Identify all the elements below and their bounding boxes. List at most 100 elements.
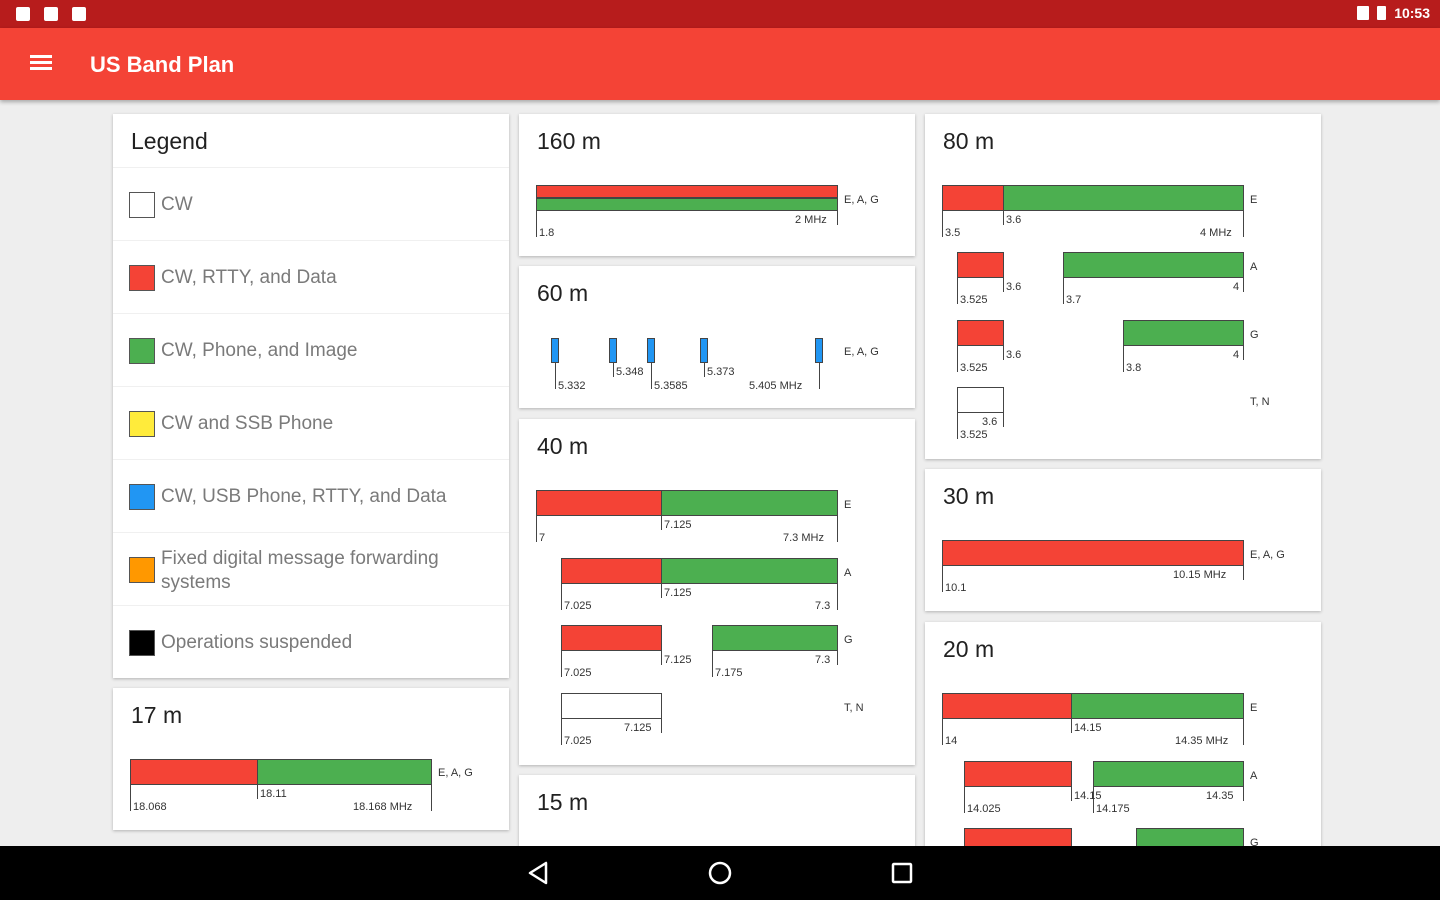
channel-block xyxy=(700,338,708,363)
freq-label: 14.15 xyxy=(1074,722,1102,734)
segment-data xyxy=(942,693,1072,719)
freq-label: 5.332 xyxy=(558,380,586,392)
license-class-label: T, N xyxy=(1250,396,1270,408)
band-card-17m[interactable]: 17 m 18.068 18.11 18.168 MHz E, A, G xyxy=(113,688,509,830)
legend-card: Legend CW CW, RTTY, and Data CW, Phone, … xyxy=(113,114,509,678)
band-title: 40 m xyxy=(537,433,589,459)
band-title: 160 m xyxy=(537,128,601,154)
band-title: 60 m xyxy=(537,280,589,306)
freq-label: 10.1 xyxy=(945,582,967,594)
legend-item: CW and SSB Phone xyxy=(113,386,509,459)
freq-label: 5.405 MHz xyxy=(749,380,803,392)
legend-item: Operations suspended xyxy=(113,605,509,678)
navigation-bar xyxy=(0,846,1440,900)
license-class-label: E, A, G xyxy=(438,767,473,779)
recents-icon[interactable] xyxy=(887,858,917,888)
download-icon xyxy=(72,7,86,21)
freq-label: 3.6 xyxy=(1006,281,1022,293)
freq-label: 18.068 xyxy=(133,801,167,813)
legend-label: CW, USB Phone, RTTY, and Data xyxy=(161,486,447,507)
segment-data xyxy=(536,185,838,198)
freq-label: 7.3 xyxy=(815,600,831,612)
segment-phone xyxy=(661,490,838,516)
segment-phone xyxy=(257,759,432,785)
home-icon[interactable] xyxy=(705,858,735,888)
band-title: 20 m xyxy=(943,636,995,662)
legend-swatch-orange xyxy=(129,557,155,583)
freq-label: 3.6 xyxy=(982,416,998,428)
license-class-label: E xyxy=(844,499,852,511)
freq-label: 1.8 xyxy=(539,227,555,239)
license-class-label: A xyxy=(844,567,852,579)
license-class-label: G xyxy=(1250,329,1259,341)
freq-label: 14.175 xyxy=(1096,803,1130,815)
freq-label: 18.168 MHz xyxy=(353,801,413,813)
band-card-15m[interactable]: 15 m xyxy=(519,775,915,855)
segment-data xyxy=(561,558,662,584)
freq-label: 7.125 xyxy=(664,654,692,666)
freq-label: 3.525 xyxy=(960,429,988,441)
freq-label: 7.3 MHz xyxy=(783,532,824,544)
segment-phone xyxy=(1063,252,1244,278)
license-class-label: A xyxy=(1250,261,1258,273)
band-card-80m[interactable]: 80 m 3.5 3.6 4 MHz E 3.525 3.6 3.7 4 A 3… xyxy=(925,114,1321,459)
license-class-label: G xyxy=(844,634,853,646)
legend-label: CW xyxy=(161,194,193,215)
band-card-40m[interactable]: 40 m 7 7.125 7.3 MHz E 7.025 7.125 7.3 A… xyxy=(519,419,915,765)
freq-label: 5.373 xyxy=(707,366,735,378)
segment-data xyxy=(561,625,662,651)
band-card-20m[interactable]: 20 m 14 14.15 14.35 MHz E 14.025 14.15 1… xyxy=(925,622,1321,862)
freq-label: 4 xyxy=(1233,349,1240,361)
band-title: 15 m xyxy=(537,789,589,815)
segment-data xyxy=(130,759,258,785)
legend-label: Operations suspended xyxy=(161,632,353,653)
back-icon[interactable] xyxy=(524,858,554,888)
freq-label: 14.025 xyxy=(967,803,1001,815)
segment-data xyxy=(942,185,1004,211)
license-class-label: E xyxy=(1250,194,1258,206)
legend-swatch-red xyxy=(129,265,155,291)
band-card-160m[interactable]: 160 m 1.8 2 MHz E, A, G xyxy=(519,114,915,256)
freq-label: 3.8 xyxy=(1126,362,1142,374)
band-title: 80 m xyxy=(943,128,995,154)
segment-phone xyxy=(1123,320,1244,346)
license-class-label: E, A, G xyxy=(844,194,879,206)
band-card-60m[interactable]: 60 m 5.332 5.348 5.3585 5.373 5.405 MHz … xyxy=(519,266,915,408)
freq-label: 7.025 xyxy=(564,735,592,747)
segment-data xyxy=(942,540,1244,566)
legend-swatch-blue xyxy=(129,484,155,510)
band-title: 17 m xyxy=(131,702,183,728)
menu-icon[interactable] xyxy=(30,52,52,76)
status-time: 10:53 xyxy=(1394,5,1430,21)
freq-label: 4 xyxy=(1233,281,1240,293)
freq-label: 7.125 xyxy=(664,519,692,531)
license-class-label: G xyxy=(1250,837,1259,849)
legend-label: CW, Phone, and Image xyxy=(161,340,358,361)
segment-phone xyxy=(1071,693,1244,719)
license-class-label: E, A, G xyxy=(844,346,879,358)
license-class-label: A xyxy=(1250,770,1258,782)
legend-title: Legend xyxy=(131,128,208,154)
legend-item: CW, Phone, and Image xyxy=(113,313,509,386)
freq-label: 3.525 xyxy=(960,294,988,306)
legend-label: CW and SSB Phone xyxy=(161,413,334,434)
battery-icon xyxy=(1377,6,1387,20)
segment-cw xyxy=(957,387,1004,413)
freq-label: 7.3 xyxy=(815,654,831,666)
legend-label: CW, RTTY, and Data xyxy=(161,267,337,288)
license-class-label: E xyxy=(1250,702,1258,714)
segment-phone xyxy=(661,558,838,584)
segment-phone xyxy=(712,625,838,651)
freq-label: 7 xyxy=(539,532,546,544)
legend-item: Fixed digital message forwarding systems xyxy=(113,532,509,605)
freq-label: 7.025 xyxy=(564,600,592,612)
band-card-30m[interactable]: 30 m 10.1 10.15 MHz E, A, G xyxy=(925,469,1321,611)
legend-swatch-white xyxy=(129,192,155,218)
legend-item: CW xyxy=(113,167,509,240)
segment-cw xyxy=(561,693,662,719)
segment-data xyxy=(964,761,1072,787)
app-title: US Band Plan xyxy=(90,52,235,77)
freq-label: 14 xyxy=(945,735,958,747)
band-title: 30 m xyxy=(943,483,995,509)
legend-swatch-black xyxy=(129,630,155,656)
